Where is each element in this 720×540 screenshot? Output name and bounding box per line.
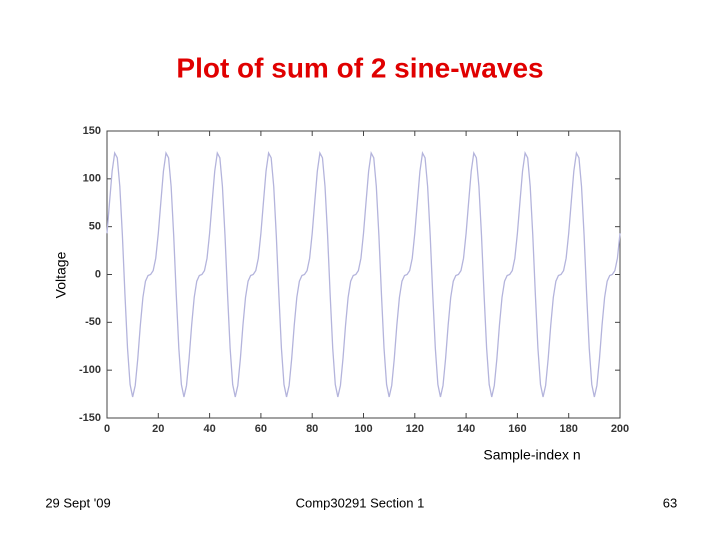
y-tick-label: -50 [85,316,101,328]
y-tick-label: -150 [79,412,101,424]
x-tick-label: 40 [203,423,215,435]
x-tick-label: 0 [104,423,110,435]
y-tick-label: 0 [95,268,101,280]
x-tick-label: 200 [611,423,629,435]
x-tick-label: 180 [560,423,578,435]
x-tick-label: 140 [457,423,475,435]
page-number: 63 [663,495,677,510]
data-line [106,150,621,398]
y-tick-label: -100 [79,364,101,376]
x-tick-label: 120 [406,423,424,435]
footer-course: Comp30291 Section 1 [296,495,425,510]
x-axis-label: Sample-index n [483,447,580,463]
y-axis-label: Voltage [53,251,69,298]
x-tick-label: 60 [255,423,267,435]
x-tick-label: 20 [152,423,164,435]
y-tick-label: 50 [89,221,101,233]
chart-title: Plot of sum of 2 sine-waves [176,52,543,83]
footer-date: 29 Sept '09 [45,495,110,510]
x-tick-label: 80 [306,423,318,435]
y-tick-label: 100 [83,173,101,185]
x-tick-label: 100 [354,423,372,435]
x-tick-label: 160 [508,423,526,435]
y-tick-label: 150 [83,125,101,137]
plot-box [106,130,621,419]
